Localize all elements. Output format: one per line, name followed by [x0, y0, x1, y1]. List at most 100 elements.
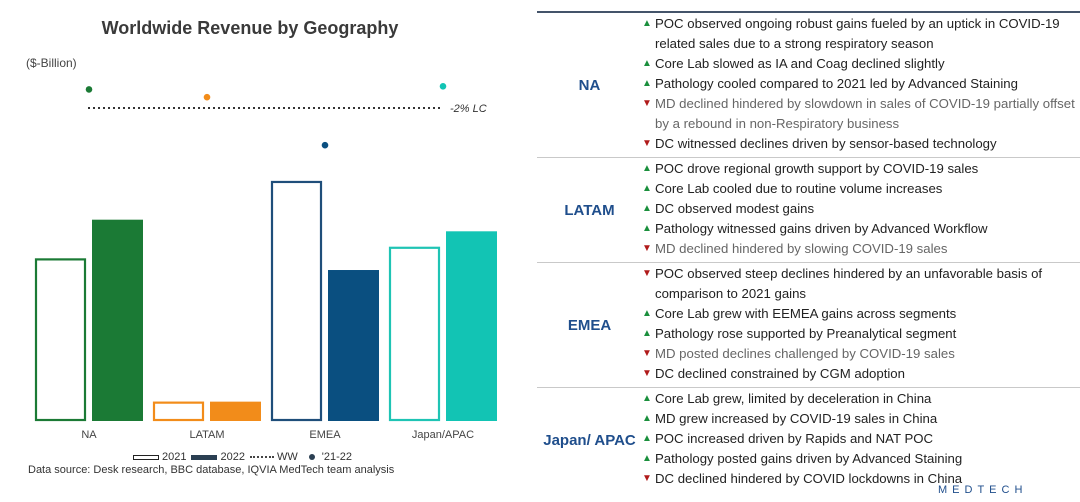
region-name: NA	[578, 76, 601, 94]
list-item: ▼ DC declined constrained by CGM adoption	[642, 364, 1080, 384]
triangle-up-icon: ▲	[642, 163, 652, 174]
growth-dot-na	[85, 86, 93, 93]
list-item: ▲ Pathology cooled compared to 2021 led b…	[642, 74, 1080, 94]
triangle-up-icon: ▲	[642, 308, 652, 319]
item-text: DC declined hindered by COVID lockdowns …	[655, 471, 963, 486]
list-item: ▲ POC observed ongoing robust gains fuele…	[642, 14, 1080, 54]
triangle-down-icon: ▼	[642, 243, 652, 254]
list-item: ▼ MD declined hindered by slowdown in sal…	[642, 94, 1080, 134]
triangle-up-icon: ▲	[642, 223, 652, 234]
legend-2022-label: 2022	[220, 451, 245, 463]
growth-dot-latam	[203, 93, 211, 101]
item-text: Core Lab cooled due to routine volume in…	[655, 181, 943, 196]
item-text: Core Lab grew with EEMEA gains across se…	[655, 306, 957, 321]
legend-ww: WW	[249, 451, 298, 463]
triangle-up-icon: ▲	[642, 203, 652, 214]
region-items: ▲ POC observed ongoing robust gains fuele…	[642, 13, 1080, 157]
region-name: LATAM	[564, 201, 615, 219]
list-item: ▲ Core Lab grew, limited by deceleration …	[642, 389, 1080, 409]
triangle-down-icon: ▼	[642, 348, 652, 359]
triangle-down-icon: ▼	[642, 473, 652, 484]
triangle-up-icon: ▲	[642, 413, 652, 424]
item-text: POC observed ongoing robust gains fueled…	[655, 16, 1060, 51]
bar-2021-na	[34, 258, 87, 422]
item-text: Pathology cooled compared to 2021 led by…	[655, 76, 1018, 91]
legend-2021: 2021	[133, 451, 186, 463]
bar-2021-japanapac	[388, 246, 441, 422]
brand-logo: MEDTECH	[938, 484, 1028, 496]
list-item: ▲ Core Lab slowed as IA and Coag declined…	[642, 54, 1080, 74]
list-item: ▲ POC increased driven by Rapids and NAT …	[642, 429, 1080, 449]
revenue-chart: NA LATAM EMEA Japan/APAC -2% LC	[34, 83, 497, 441]
list-item: ▲ DC observed modest gains	[642, 199, 1080, 219]
legend-2022: 2022	[191, 451, 245, 463]
item-text: DC witnessed declines driven by sensor-b…	[655, 136, 997, 151]
triangle-up-icon: ▲	[642, 58, 652, 69]
growth-dot-japanapac	[439, 83, 447, 90]
bar-2021-emea	[270, 180, 323, 422]
bar-2021-latam	[152, 401, 205, 422]
chart-title: Worldwide Revenue by Geography	[101, 18, 399, 38]
item-text: MD declined hindered by slowing COVID-19…	[655, 241, 948, 256]
list-item: ▼ DC declined hindered by COVID lockdowns…	[642, 469, 1080, 489]
bar-2022-japanapac	[446, 231, 497, 421]
legend-growth-swatch	[308, 454, 315, 460]
bar-2022-na	[92, 219, 143, 421]
item-text: MD posted declines challenged by COVID-1…	[655, 346, 955, 361]
data-source: Data source: Desk research, BBC database…	[28, 464, 395, 476]
region-row-japanapac: Japan/ APAC ▲ Core Lab grew, limited by de…	[537, 388, 1080, 492]
bar-2022-latam	[210, 401, 261, 421]
bar-2022-emea	[328, 270, 379, 421]
list-item: ▼ MD posted declines challenged by COVID-…	[642, 344, 1080, 364]
triangle-down-icon: ▼	[642, 368, 652, 379]
item-text: DC declined constrained by CGM adoption	[655, 366, 905, 381]
list-item: ▲ Core Lab cooled due to routine volume i…	[642, 179, 1080, 199]
growth-dot-emea	[321, 141, 329, 149]
legend-growth-label: '21-22	[321, 451, 352, 463]
region-commentary-table: NA ▲ POC observed ongoing robust gains fue…	[537, 11, 1080, 492]
legend-ww-label: WW	[276, 451, 298, 463]
triangle-up-icon: ▲	[642, 78, 652, 89]
x-tick-label: NA	[81, 429, 97, 441]
triangle-down-icon: ▼	[642, 138, 652, 149]
legend-growth: '21-22	[303, 451, 352, 463]
list-item: ▼ DC witnessed declines driven by sensor-…	[642, 134, 1080, 154]
region-name: EMEA	[567, 316, 612, 334]
item-text: Core Lab slowed as IA and Coag declined …	[655, 56, 945, 71]
item-text: Core Lab grew, limited by deceleration i…	[655, 391, 932, 406]
triangle-up-icon: ▲	[642, 18, 652, 29]
x-tick-label: LATAM	[189, 429, 224, 441]
region-items: ▲ Core Lab grew, limited by deceleration …	[642, 388, 1080, 492]
list-item: ▲ POC drove regional growth support by CO…	[642, 159, 1080, 179]
list-item: ▲ MD grew increased by COVID-19 sales in …	[642, 409, 1080, 429]
list-item: ▲ Pathology witnessed gains driven by Adv…	[642, 219, 1080, 239]
triangle-down-icon: ▼	[642, 268, 652, 279]
item-text: DC observed modest gains	[655, 201, 815, 216]
chart-legend: 2021 2022 WW '21-22	[133, 451, 352, 463]
legend-2022-swatch	[191, 454, 218, 460]
region-row-na: NA ▲ POC observed ongoing robust gains fue…	[537, 13, 1080, 158]
x-tick-label: EMEA	[309, 429, 341, 441]
triangle-up-icon: ▲	[642, 393, 652, 404]
item-text: Pathology rose supported by Preanalytica…	[655, 326, 957, 341]
item-text: MD grew increased by COVID-19 sales in C…	[655, 411, 938, 426]
item-text: POC observed steep declines hindered by …	[655, 266, 1043, 301]
x-tick-label: Japan/APAC	[412, 429, 474, 441]
list-item: ▼ POC observed steep declines hindered by…	[642, 264, 1080, 304]
legend-2021-swatch	[133, 454, 159, 460]
list-item: ▲ Core Lab grew with EEMEA gains across s…	[642, 304, 1080, 324]
item-text: Pathology posted gains driven by Advance…	[655, 451, 963, 466]
list-item: ▲ Pathology rose supported by Preanalytic…	[642, 324, 1080, 344]
region-items: ▼ POC observed steep declines hindered by…	[642, 263, 1080, 387]
item-text: Pathology witnessed gains driven by Adva…	[655, 221, 988, 236]
y-axis-unit: ($-Billion)	[26, 56, 77, 70]
triangle-up-icon: ▲	[642, 453, 652, 464]
list-item: ▲ Pathology posted gains driven by Advanc…	[642, 449, 1080, 469]
ww-label: -2% LC	[450, 103, 487, 115]
region-name: Japan/ APAC	[543, 431, 636, 449]
item-text: POC drove regional growth support by COV…	[655, 161, 979, 176]
region-row-latam: LATAM ▲ POC drove regional growth support …	[537, 158, 1080, 263]
item-text: MD declined hindered by slowdown in sale…	[655, 96, 1075, 131]
item-text: POC increased driven by Rapids and NAT P…	[655, 431, 934, 446]
region-items: ▲ POC drove regional growth support by CO…	[642, 158, 1080, 262]
